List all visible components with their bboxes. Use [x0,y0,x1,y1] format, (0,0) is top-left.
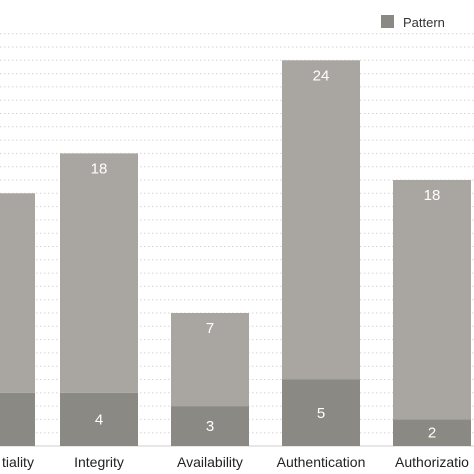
bar-total-availability [171,313,249,407]
category-label: Availability [177,454,243,470]
legend-label-pattern: Pattern [403,15,445,30]
bar-total-confidentiality [0,193,35,393]
legend: Pattern [381,15,445,30]
value-label: 3 [206,418,214,435]
bar-total-authorization [393,180,471,420]
category-label: tiality [2,454,34,470]
bar-pattern-availability [171,406,249,446]
bar-pattern-authentication [282,379,360,446]
category-label: Authentication [277,454,366,470]
value-label: 2 [428,425,436,442]
value-label: 18 [424,187,441,204]
legend-swatch-pattern [381,15,394,28]
value-label: 4 [95,411,103,428]
category-labels: tiality Integrity Availability Authenticati… [2,454,469,470]
bars [0,60,471,446]
bar-total-integrity [60,153,138,393]
category-label: Authorizatio [395,454,469,470]
value-label: 5 [317,405,325,422]
category-label: Integrity [74,454,124,470]
bar-total-authentication [282,60,360,380]
value-label: 7 [206,320,214,337]
bar-pattern-integrity [60,392,138,446]
value-label: 24 [313,67,330,84]
value-label: 18 [91,160,108,177]
bar-pattern-authorization [393,419,471,446]
value-labels: 4 18 3 7 5 24 2 18 [91,67,441,441]
bar-pattern-confidentiality [0,392,35,446]
